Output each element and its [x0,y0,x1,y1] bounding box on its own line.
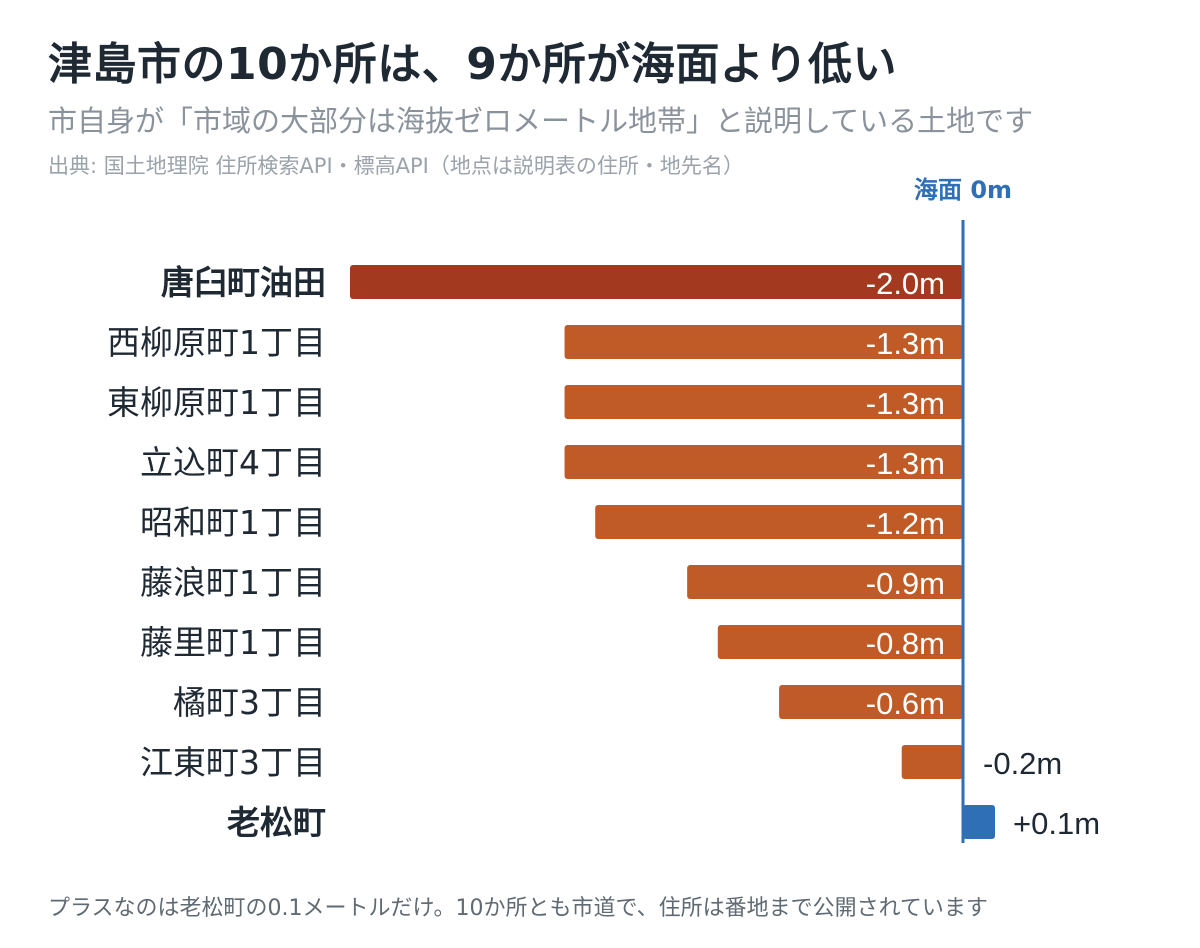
category-label: 藤里町1丁目 [140,623,326,662]
chart-source: 出典: 国土地理院 住所検索API・標高API（地点は説明表の住所・地先名） [48,154,744,178]
bar [564,325,963,359]
category-label: 藤浪町1丁目 [140,563,326,602]
labels-group: 唐臼町油田 -2.0m 西柳原町1丁目 -1.3m 東柳原町1丁目 -1.3m 立込町4丁目… [107,263,1100,842]
value-label: +0.1m [1013,806,1100,841]
category-label: 東柳原町1丁目 [107,383,326,422]
bar [901,745,963,779]
bar [963,805,995,839]
value-label: -1.3m [866,386,945,421]
value-label: -1.2m [866,506,945,541]
category-label: 立込町4丁目 [140,443,326,482]
value-label: -0.8m [866,626,945,661]
bar [350,265,963,299]
zero-reference-label: 海面 0m [914,176,1012,204]
bar [779,685,963,719]
bar [595,505,963,539]
bar [564,385,963,419]
bars-group [350,265,995,839]
chart-title: 津島市の10か所は、9か所が海面より低い [48,39,897,90]
bar [564,445,963,479]
category-label: 老松町 [227,803,326,842]
value-label: -2.0m [866,266,945,301]
value-label: -0.9m [866,566,945,601]
category-label: 橘町3丁目 [173,683,326,722]
value-label: -1.3m [866,446,945,481]
category-label: 唐臼町油田 [161,263,326,302]
category-label: 西柳原町1丁目 [107,323,326,362]
bar [687,565,963,599]
value-label: -0.2m [983,746,1062,781]
value-label: -0.6m [866,686,945,721]
bar [717,625,963,659]
chart-subtitle: 市自身が「市域の大部分は海抜ゼロメートル地帯」と説明している土地です [48,104,1034,138]
value-label: -1.3m [866,326,945,361]
footer-note: プラスなのは老松町の0.1メートルだけ。10か所とも市道で、住所は番地まで公開さ… [48,896,988,921]
category-label: 昭和町1丁目 [140,503,326,542]
category-label: 江東町3丁目 [140,743,326,782]
